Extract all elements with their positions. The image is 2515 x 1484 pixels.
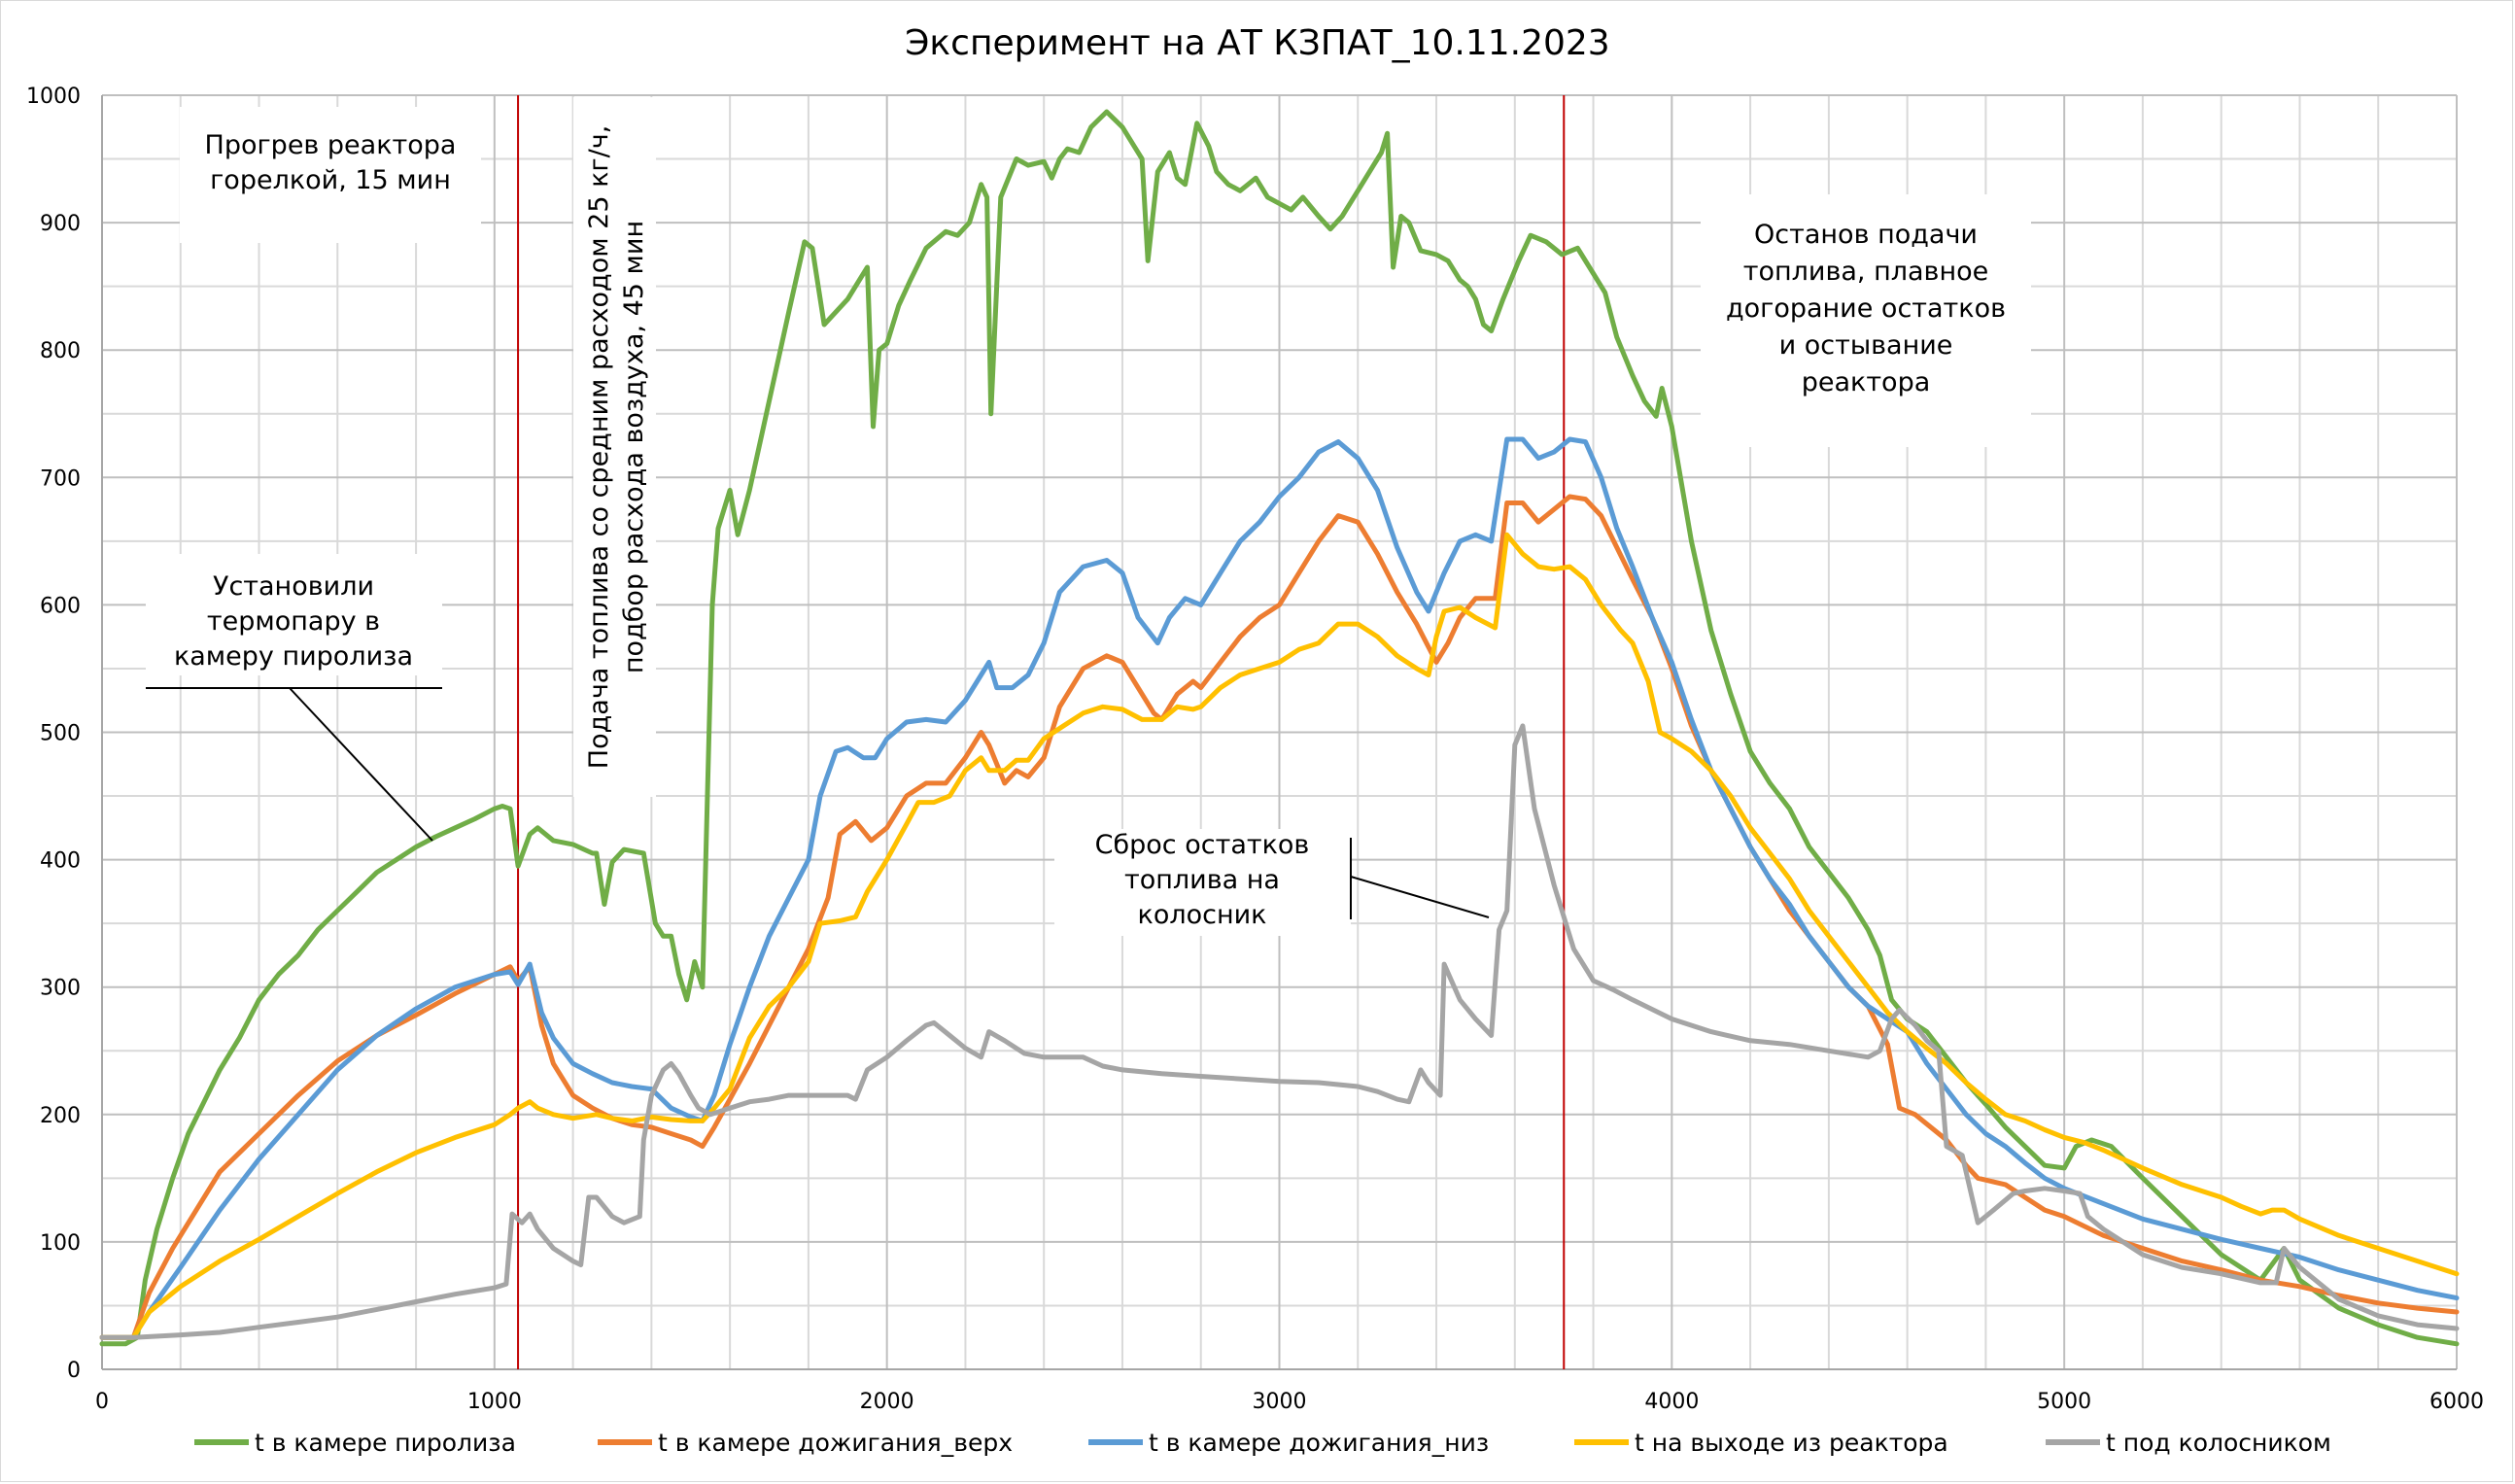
- annotation-line: Прогрев реактора: [205, 130, 457, 160]
- series-line-2: [99, 494, 2460, 1340]
- legend-item: t в камере дожигания_низ: [1088, 1429, 1489, 1457]
- annotation-line: камеру пиролиза: [174, 641, 413, 672]
- legend-item: t на выходе из реактора: [1574, 1429, 1948, 1457]
- annotation-warmup: Прогрев реактора горелкой, 15 мин: [205, 130, 457, 195]
- callout-pointer-line: [289, 687, 433, 842]
- y-tick-label: 200: [40, 1104, 81, 1128]
- legend: t в камере пиролиза t в камере дожигания_…: [194, 1429, 2331, 1457]
- annotation-line: топлива, плавное: [1743, 257, 1988, 287]
- x-tick-label: 2000: [860, 1390, 914, 1414]
- series-line-4: [99, 532, 2460, 1340]
- y-tick-label: 100: [40, 1231, 81, 1256]
- annotation-line: и остывание: [1779, 330, 1953, 361]
- legend-label: t в камере дожигания_низ: [1149, 1429, 1489, 1457]
- x-axis-ticks: 0 1000 2000 3000 4000 5000 6000: [95, 1390, 2484, 1414]
- annotation-box-residue-drop: [1054, 829, 1351, 936]
- series-line-3: [99, 436, 2460, 1340]
- annotation-line: Останов подачи: [1754, 220, 1978, 250]
- annotation-line: топлива на: [1124, 865, 1280, 895]
- annotation-line: Подача топлива со средним расходом 25 кг…: [584, 125, 614, 769]
- series-line-1: [99, 109, 2460, 1347]
- annotation-line: термопару в: [207, 606, 380, 637]
- axes: [101, 95, 2457, 1370]
- annotation-line: догорание остатков: [1726, 293, 2006, 324]
- x-tick-label: 4000: [1644, 1390, 1699, 1414]
- annotation-line: Сброс остатков: [1095, 830, 1310, 860]
- y-tick-label: 700: [40, 466, 81, 491]
- chart-title: Эксперимент на АТ КЗПАТ_10.11.2023: [905, 23, 1609, 63]
- legend-label: t в камере пиролиза: [255, 1429, 516, 1457]
- annotation-box-shutdown: [1701, 194, 2031, 447]
- annotation-line: реактора: [1802, 367, 1931, 397]
- x-tick-label: 1000: [467, 1390, 522, 1414]
- legend-label: t на выходе из реактора: [1635, 1429, 1948, 1457]
- annotation-fuel-feed: Подача топлива со средним расходом 25 кг…: [584, 125, 649, 769]
- x-tick-label: 0: [95, 1390, 109, 1414]
- callout-pointer-line: [1350, 876, 1490, 918]
- annotation-box-thermocouple: [146, 554, 442, 675]
- x-tick-label: 6000: [2429, 1390, 2484, 1414]
- x-tick-label: 3000: [1253, 1390, 1307, 1414]
- annotation-box-fuel-feed: [573, 97, 656, 797]
- x-tick-label: 5000: [2037, 1390, 2091, 1414]
- y-tick-label: 400: [40, 849, 81, 874]
- annotation-line: колосник: [1138, 900, 1267, 930]
- y-tick-label: 500: [40, 722, 81, 746]
- y-tick-label: 900: [40, 212, 81, 236]
- legend-item: t в камере пиролиза: [194, 1429, 516, 1457]
- y-tick-label: 800: [40, 339, 81, 363]
- legend-label: t в камере дожигания_верх: [658, 1429, 1013, 1457]
- legend-label: t под колосником: [2106, 1429, 2331, 1457]
- annotation-backgrounds: [146, 97, 2031, 936]
- annotation-line: горелкой, 15 мин: [210, 165, 451, 195]
- series-line-5: [99, 723, 2460, 1340]
- y-tick-label: 0: [67, 1359, 81, 1383]
- y-axis-ticks: 0 100 200 300 400 500 600 700 800 900 1000: [26, 85, 81, 1383]
- annotation-line: подбор расхода воздуха, 45 мин: [619, 221, 649, 673]
- y-tick-label: 600: [40, 594, 81, 618]
- annotation-line: Установили: [213, 571, 374, 602]
- legend-item: t под колосником: [2046, 1429, 2331, 1457]
- annotations: Прогрев реактора горелкой, 15 мин Установи…: [146, 125, 2006, 930]
- annotation-thermocouple: Установили термопару в камеру пиролиза: [174, 571, 413, 672]
- y-tick-label: 1000: [26, 85, 81, 109]
- legend-item: t в камере дожигания_верх: [598, 1429, 1013, 1457]
- annotation-shutdown: Останов подачи топлива, плавное догорание …: [1726, 220, 2006, 397]
- vertical-markers: [517, 95, 1566, 1369]
- annotation-residue-drop: Сброс остатков топлива на колосник: [1095, 830, 1310, 930]
- y-tick-label: 300: [40, 977, 81, 1001]
- series-lines: [99, 109, 2460, 1347]
- annotation-box-warmup: [180, 107, 481, 243]
